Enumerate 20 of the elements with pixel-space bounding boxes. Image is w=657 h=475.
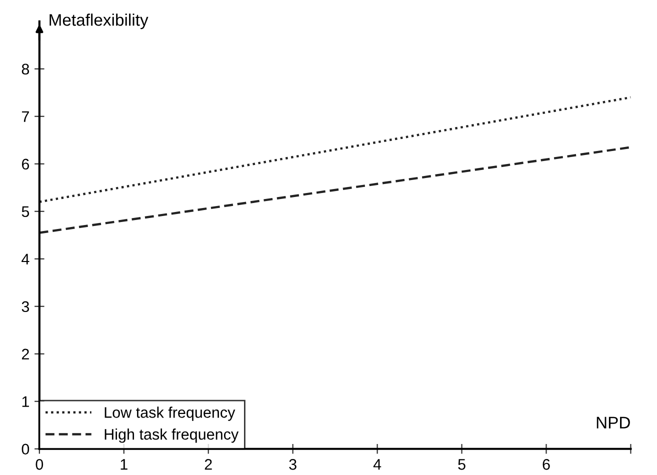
y-tick-label: 4 xyxy=(22,254,30,264)
legend-label: Low task frequency xyxy=(104,406,236,421)
x-tick-label: 5 xyxy=(458,459,466,470)
y-tick-label: 0 xyxy=(22,444,30,455)
x-axis-title: NPD xyxy=(596,416,630,428)
legend-label: High task frequency xyxy=(104,428,239,443)
x-tick-label: 3 xyxy=(289,459,296,470)
y-tick-label: 2 xyxy=(22,348,29,360)
y-tick-label: 3 xyxy=(22,301,30,312)
x-tick-label: 1 xyxy=(120,459,128,470)
y-tick-label: 1 xyxy=(22,396,29,407)
y-tick-label: 7 xyxy=(22,111,29,122)
y-tick-label: 6 xyxy=(22,158,30,170)
x-tick-label: 0 xyxy=(36,459,44,470)
x-tick-label: 6 xyxy=(542,459,550,470)
y-tick-label: 8 xyxy=(22,64,30,75)
x-tick-label: 4 xyxy=(373,459,382,470)
x-tick-label: 2 xyxy=(204,459,212,470)
y-tick-label: 5 xyxy=(22,206,30,218)
y-axis-title: Metaflexibility xyxy=(50,14,148,30)
